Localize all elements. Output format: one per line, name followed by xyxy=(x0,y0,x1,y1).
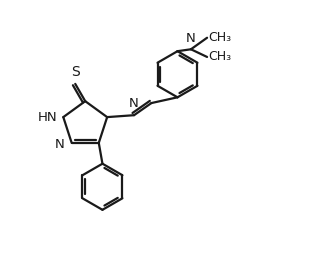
Text: CH₃: CH₃ xyxy=(209,31,232,44)
Text: S: S xyxy=(71,65,80,79)
Text: CH₃: CH₃ xyxy=(209,50,232,63)
Text: HN: HN xyxy=(38,110,57,124)
Text: N: N xyxy=(55,138,65,151)
Text: N: N xyxy=(186,32,196,46)
Text: N: N xyxy=(129,97,139,110)
